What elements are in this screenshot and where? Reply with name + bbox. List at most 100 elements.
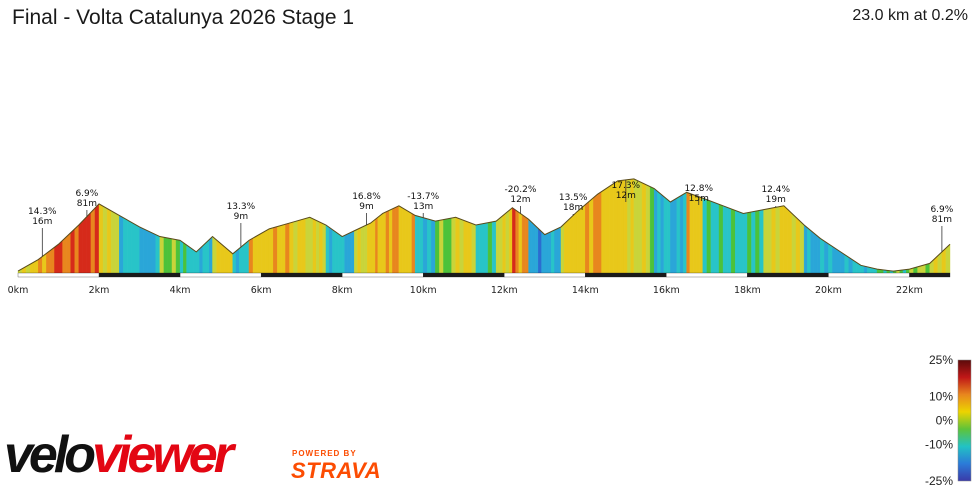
profile-segment: [349, 231, 353, 274]
profile-segment: [431, 219, 436, 274]
profile-segment: [518, 211, 523, 274]
annotation-grade: 13.3%: [227, 202, 256, 212]
profile-segment: [567, 217, 571, 274]
profile-segment: [779, 205, 785, 274]
profile-segment: [332, 229, 336, 274]
profile-segment: [443, 218, 448, 274]
gradient-scale-labels: 25% 10% 0% -10% -25%: [925, 353, 953, 488]
profile-segment: [557, 226, 562, 274]
profile-segment: [277, 225, 282, 274]
profile-segment: [589, 197, 594, 274]
profile-segment: [649, 186, 655, 274]
profile-segment: [106, 208, 112, 274]
profile-segment: [585, 200, 590, 274]
profile-segment: [515, 209, 520, 274]
profile-segment: [335, 231, 340, 274]
profile-segment: [123, 217, 128, 274]
x-tick-label: 22km: [896, 285, 923, 296]
profile-segment: [495, 218, 500, 274]
profile-segment: [242, 242, 246, 274]
profile-segment: [192, 249, 197, 274]
profile-segment: [186, 244, 191, 274]
profile-segment: [418, 216, 424, 274]
profile-segment: [828, 243, 833, 274]
profile-segment: [289, 221, 294, 274]
profile-segment: [405, 209, 409, 274]
profile-segment: [726, 207, 732, 274]
profile-segment: [637, 180, 643, 274]
veloviewer-logo: veloviewer: [4, 426, 234, 484]
profile-segment: [224, 246, 229, 274]
profile-segment: [702, 197, 708, 274]
profile-segment: [50, 246, 55, 274]
profile-segment: [795, 216, 801, 274]
profile-segment: [689, 193, 694, 274]
profile-segment: [528, 218, 533, 274]
gradient-scale-bar: [957, 359, 972, 482]
profile-segment: [471, 223, 477, 274]
profile-segment: [816, 235, 821, 274]
profile-segment: [479, 223, 485, 274]
profile-segment: [743, 212, 748, 274]
profile-segment: [459, 218, 464, 274]
legend-label: 10%: [929, 389, 953, 403]
profile-segment: [189, 246, 194, 274]
profile-segment: [660, 193, 665, 274]
annotation-grade: 6.9%: [75, 189, 98, 199]
profile-segment: [593, 193, 598, 274]
annotation-length: 81m: [77, 199, 97, 209]
profile-segment: [285, 222, 290, 274]
profile-segment: [220, 242, 225, 274]
profile-segment: [512, 207, 516, 274]
profile-segment: [564, 220, 568, 274]
profile-segment: [653, 188, 658, 274]
axis-bar-segment: [179, 272, 262, 278]
legend-label: 25%: [929, 353, 953, 367]
profile-segment: [312, 218, 317, 274]
profile-segment: [755, 210, 760, 274]
profile-segment: [832, 246, 837, 274]
profile-segment: [392, 207, 396, 274]
x-tick-label: 20km: [815, 285, 842, 296]
profile-segment: [212, 236, 217, 274]
annotation-length: 13m: [413, 202, 433, 212]
axis-bar-segment: [504, 272, 586, 278]
profile-segment: [346, 232, 350, 274]
annotation-length: 16m: [32, 217, 52, 227]
x-tick-label: 4km: [170, 285, 191, 296]
annotation-grade: -13.7%: [407, 192, 439, 202]
annotation-length: 15m: [689, 194, 709, 204]
route-summary: 23.0 km at 0.2%: [852, 7, 968, 24]
profile-segment: [824, 240, 829, 274]
profile-segment: [54, 243, 59, 274]
profile-segment: [357, 227, 362, 274]
profile-segment: [547, 231, 552, 274]
profile-segment: [505, 209, 510, 274]
profile-segment: [377, 214, 381, 274]
profile-segment: [771, 207, 776, 274]
profile-segment: [735, 210, 740, 274]
profile-segment: [175, 239, 181, 274]
x-tick-label: 12km: [491, 285, 518, 296]
profile-segment: [94, 203, 100, 274]
profile-segment: [551, 229, 555, 274]
profile-segment: [82, 216, 88, 274]
profile-segment: [151, 232, 156, 274]
profile-segment: [46, 249, 51, 274]
profile-segment: [730, 208, 736, 274]
annotation-grade: 17.3%: [612, 181, 641, 191]
profile-segment: [423, 217, 428, 274]
profile-segment: [645, 184, 651, 274]
profile-segment: [581, 204, 586, 274]
profile-segment: [196, 248, 200, 274]
profile-segment: [74, 224, 79, 274]
legend-label: -25%: [925, 474, 953, 488]
profile-segment: [256, 233, 262, 274]
profile-segment: [78, 220, 84, 274]
profile-segment: [309, 217, 314, 274]
profile-segment: [281, 223, 286, 274]
profile-segment: [810, 229, 815, 274]
profile-segment: [840, 251, 845, 274]
annotation-length: 12m: [616, 191, 636, 201]
